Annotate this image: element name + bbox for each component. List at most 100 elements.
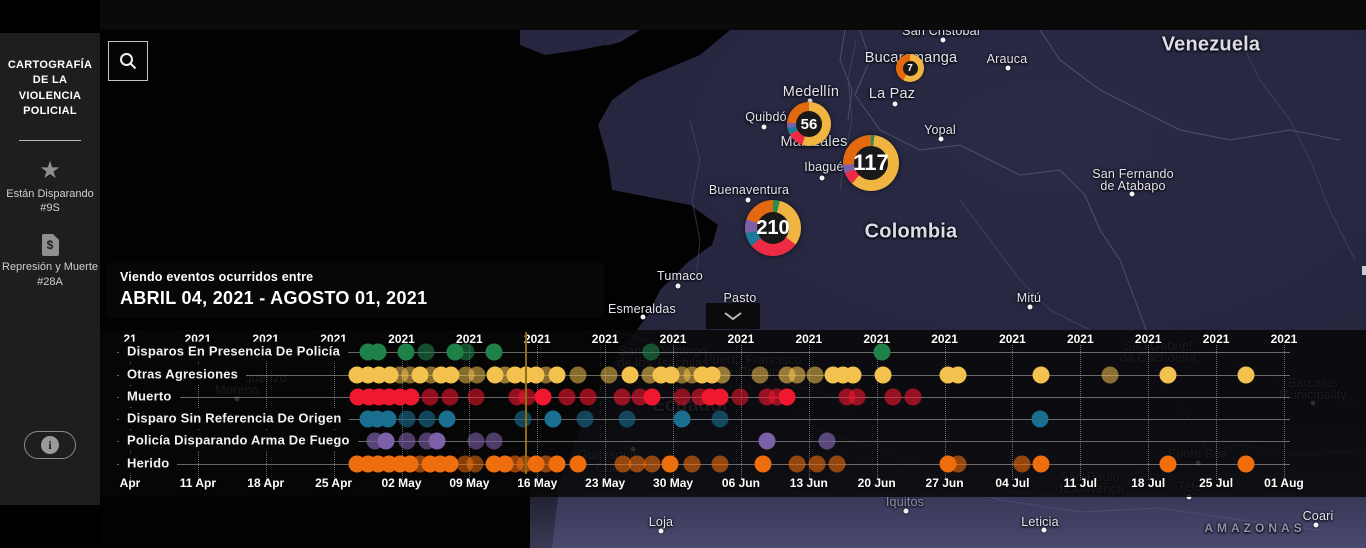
event-dot[interactable] [438, 410, 456, 428]
event-dot[interactable] [711, 388, 729, 405]
event-dot[interactable] [467, 432, 485, 450]
event-dot[interactable] [808, 455, 826, 472]
event-dot[interactable] [614, 455, 632, 472]
event-dot[interactable] [442, 366, 460, 383]
axis-date-label: 13 Jun [789, 476, 828, 490]
event-dot[interactable] [428, 432, 446, 450]
event-dot[interactable] [600, 366, 618, 383]
cluster-marker[interactable]: 7 [896, 54, 924, 82]
event-dot[interactable] [514, 410, 532, 428]
event-dot[interactable] [558, 388, 576, 405]
event-dot[interactable] [1101, 366, 1119, 383]
event-dot[interactable] [398, 432, 416, 450]
event-dot[interactable] [874, 366, 892, 383]
event-dot[interactable] [579, 388, 597, 405]
event-dot[interactable] [778, 388, 796, 405]
event-dot[interactable] [818, 432, 836, 450]
event-dot[interactable] [713, 366, 731, 383]
search-button[interactable] [108, 41, 148, 81]
event-dot[interactable] [731, 388, 749, 405]
event-dot[interactable] [1032, 366, 1050, 383]
event-dot[interactable] [683, 455, 701, 472]
event-dot[interactable] [828, 455, 846, 472]
event-dot[interactable] [468, 366, 486, 383]
event-dot[interactable] [441, 388, 459, 405]
event-dot[interactable] [848, 388, 866, 405]
event-dot[interactable] [534, 388, 552, 405]
event-dot[interactable] [379, 410, 397, 428]
event-dot[interactable] [417, 343, 435, 361]
event-dot[interactable] [758, 432, 776, 450]
event-dot[interactable] [1032, 455, 1050, 472]
event-dot[interactable] [751, 366, 769, 383]
event-dot[interactable] [485, 343, 503, 361]
sidebar-item-estan-disparando[interactable]: ★ Están Disparando #9S [0, 158, 100, 217]
event-dot[interactable] [788, 455, 806, 472]
axis-year-label: 2021 [863, 332, 891, 346]
event-dot[interactable] [711, 410, 729, 428]
event-dot[interactable] [618, 410, 636, 428]
event-dot[interactable] [1031, 410, 1049, 428]
event-dot[interactable] [949, 366, 967, 383]
axis-date-label: 06 Jun [721, 476, 760, 490]
event-dot[interactable] [673, 388, 691, 405]
event-dot[interactable] [398, 410, 416, 428]
event-dot[interactable] [518, 388, 536, 405]
event-dot[interactable] [628, 455, 646, 472]
event-dot[interactable] [576, 410, 594, 428]
event-dot[interactable] [1159, 455, 1177, 472]
event-dot[interactable] [642, 343, 660, 361]
event-dot[interactable] [806, 366, 824, 383]
event-dot[interactable] [377, 432, 395, 450]
event-dot[interactable] [621, 366, 639, 383]
event-dot[interactable] [1237, 455, 1255, 472]
event-dot[interactable] [467, 388, 485, 405]
event-dot[interactable] [441, 455, 459, 472]
event-dot[interactable] [569, 455, 587, 472]
info-button[interactable]: i [24, 431, 76, 459]
city-dot-marker [819, 175, 825, 181]
event-dot[interactable] [904, 388, 922, 405]
timeline-collapse-button[interactable] [706, 303, 760, 329]
event-dot[interactable] [457, 343, 475, 361]
event-dot[interactable] [844, 366, 862, 383]
event-dot[interactable] [949, 455, 967, 472]
event-dot[interactable] [397, 343, 415, 361]
sidebar-item-represion-y-muerte[interactable]: $ Represión y Muerte #28A [0, 233, 100, 290]
event-dot[interactable] [873, 343, 891, 361]
sidebar: CARTOGRAFÍA DE LA VIOLENCIA POLICIAL ★ E… [0, 0, 100, 548]
event-dot[interactable] [673, 410, 691, 428]
event-dot[interactable] [421, 388, 439, 405]
event-dot[interactable] [1159, 366, 1177, 383]
event-dot[interactable] [369, 343, 387, 361]
map-attribution-sliver[interactable] [1362, 266, 1366, 275]
event-dot[interactable] [548, 366, 566, 383]
event-dot[interactable] [884, 388, 902, 405]
event-dot[interactable] [643, 388, 661, 405]
event-dot[interactable] [418, 410, 436, 428]
event-dot[interactable] [788, 366, 806, 383]
axis-year-label: 2021 [456, 332, 483, 346]
event-dot[interactable] [711, 455, 729, 472]
event-dot[interactable] [1013, 455, 1031, 472]
map-label: Quibdó [745, 110, 787, 124]
event-dot[interactable] [402, 388, 420, 405]
map-label: Venezuela [1161, 33, 1261, 56]
event-dot[interactable] [754, 455, 772, 472]
event-dot[interactable] [661, 455, 679, 472]
event-dot[interactable] [569, 366, 587, 383]
event-dot[interactable] [485, 432, 503, 450]
axis-year-label: 2021 [727, 332, 755, 346]
event-dot[interactable] [613, 388, 631, 405]
cluster-marker[interactable]: 117 [843, 135, 899, 191]
map-label: Tumaco [657, 269, 703, 283]
event-dot[interactable] [548, 455, 566, 472]
cluster-marker[interactable]: 56 [787, 102, 831, 146]
cluster-marker[interactable]: 210 [745, 200, 801, 256]
event-dot[interactable] [643, 455, 661, 472]
event-dot[interactable] [466, 455, 484, 472]
axis-date-label: 09 May [449, 476, 490, 490]
event-dot[interactable] [544, 410, 562, 428]
city-dot-marker [761, 124, 767, 130]
event-dot[interactable] [1237, 366, 1255, 383]
